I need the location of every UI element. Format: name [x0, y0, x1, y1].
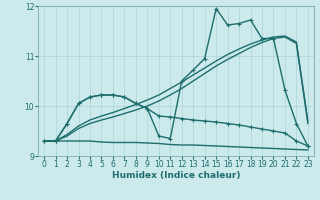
X-axis label: Humidex (Indice chaleur): Humidex (Indice chaleur) [112, 171, 240, 180]
